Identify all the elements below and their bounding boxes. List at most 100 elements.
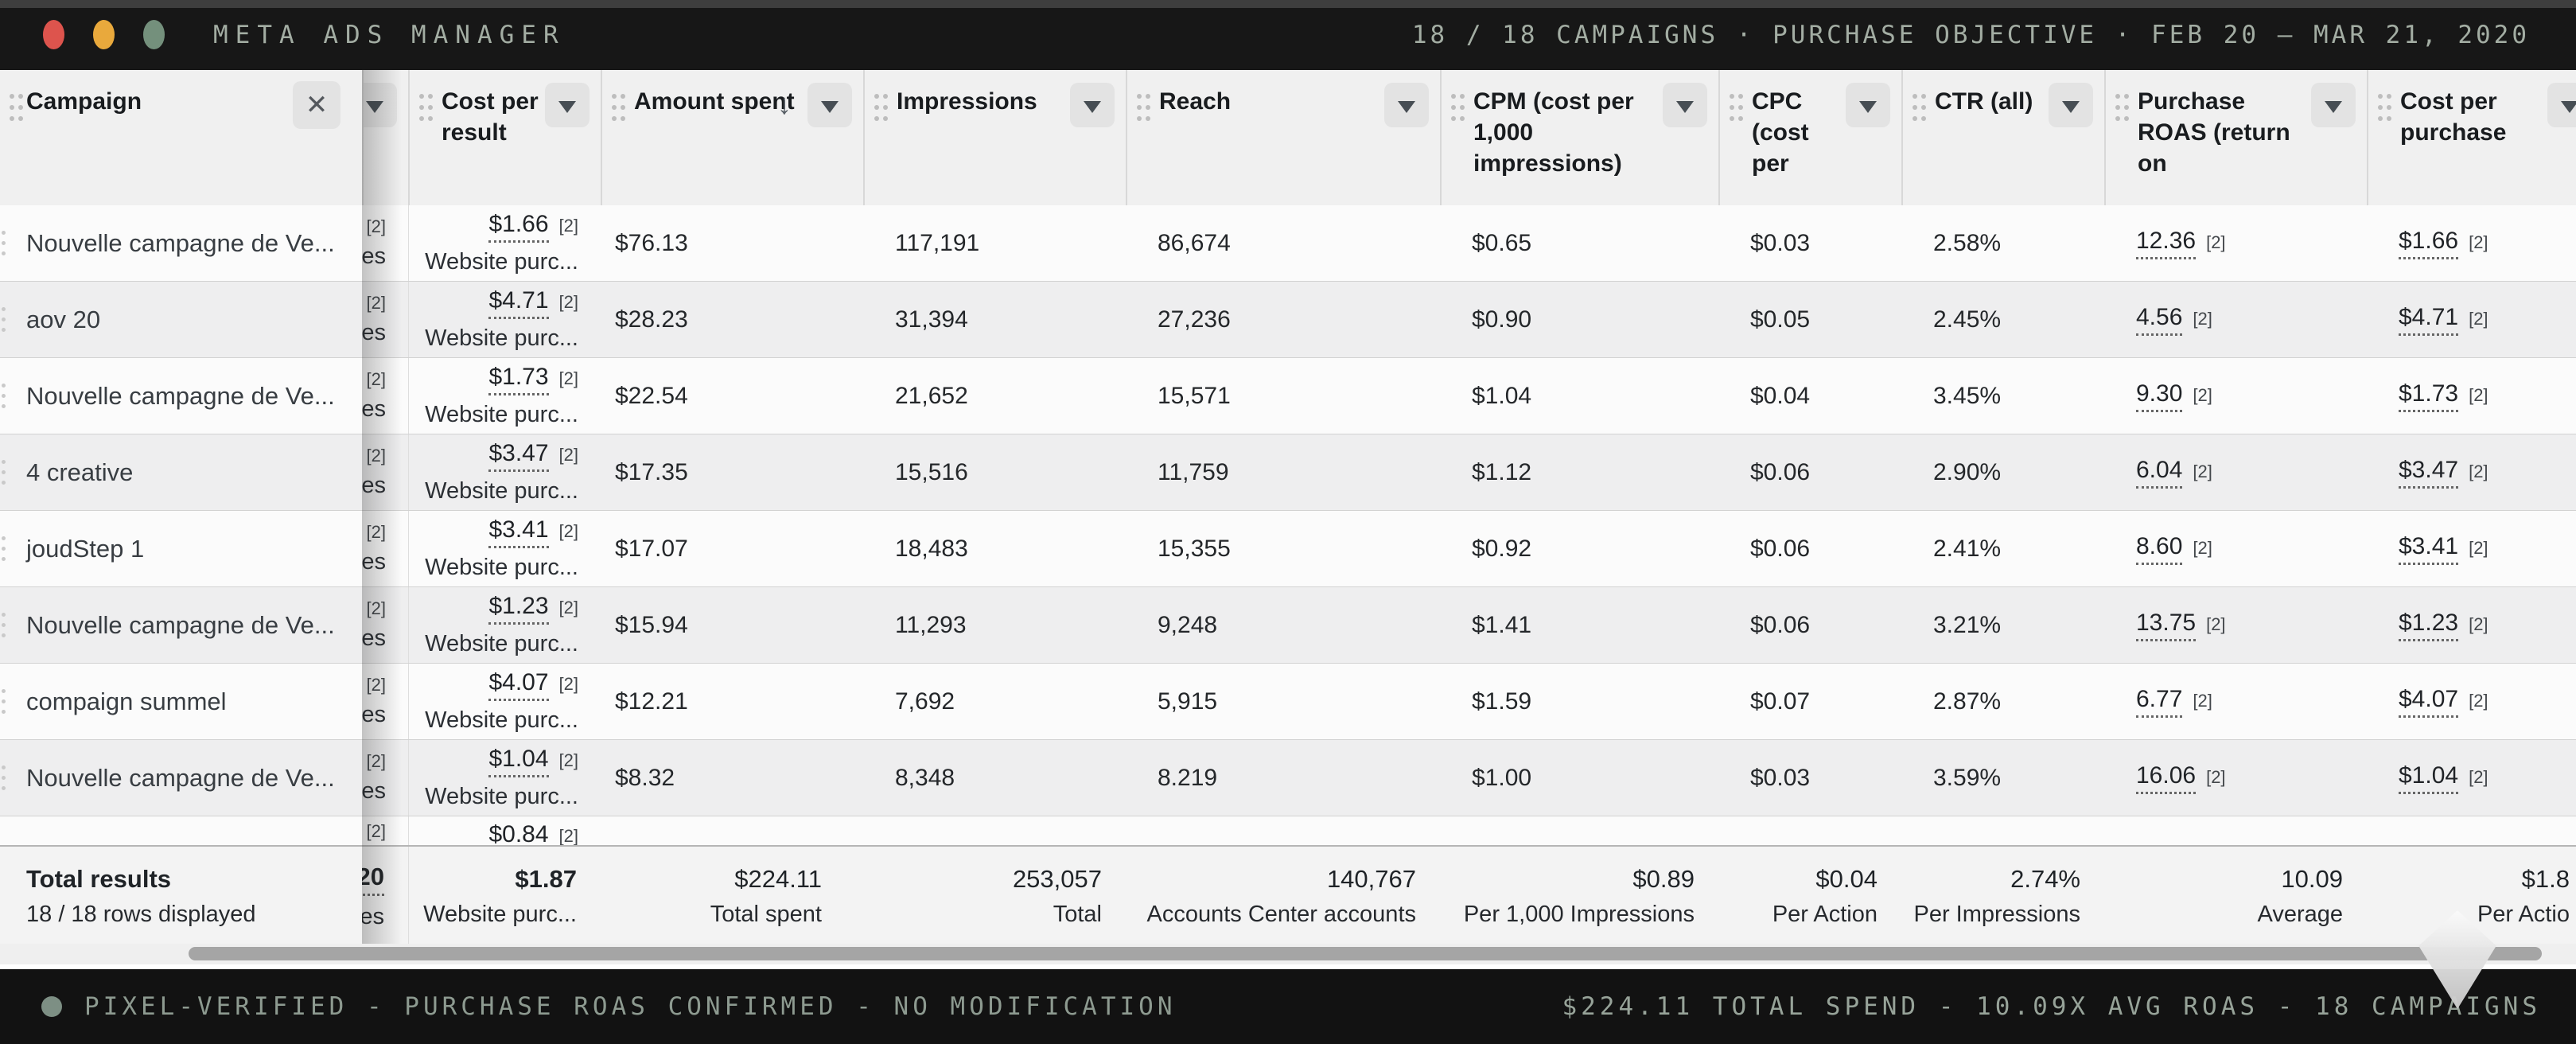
metric-value[interactable]: $3.41	[2399, 533, 2459, 565]
cell-campaign[interactable]: aov 20	[0, 282, 362, 357]
metric-value[interactable]: $1.73	[488, 364, 549, 395]
column-header-impressions[interactable]: Impressions	[863, 70, 1126, 205]
cell-campaign[interactable]: Nouvelle campagne de Ve...	[0, 740, 362, 816]
cell-campaign[interactable]: joudStep 1	[0, 511, 362, 586]
column-menu-button[interactable]	[1070, 83, 1115, 127]
campaign-name[interactable]: Nouvelle campagne de Ve...	[26, 381, 335, 410]
reference-mark: [2]	[2469, 766, 2488, 787]
horizontal-scrollbar[interactable]	[0, 944, 2576, 969]
column-drag-handle-icon[interactable]	[2378, 94, 2383, 99]
column-menu-button[interactable]	[364, 83, 397, 127]
status-right-text: $224.11 TOTAL SPEND - 10.09X AVG ROAS - …	[1562, 992, 2541, 1021]
window-titlebar: META ADS MANAGER 18 / 18 CAMPAIGNS · PUR…	[0, 0, 2576, 70]
column-menu-button[interactable]	[2049, 83, 2093, 127]
reference-mark: [2]	[2469, 537, 2488, 558]
column-menu-button[interactable]	[545, 83, 590, 127]
metric-value[interactable]: $1.23	[488, 593, 549, 625]
column-drag-handle-icon[interactable]	[1730, 94, 1734, 99]
metric-value[interactable]: 8.60	[2136, 533, 2183, 565]
column-drag-handle-icon[interactable]	[1137, 94, 1142, 99]
metric-value[interactable]: 6.77	[2136, 686, 2183, 718]
campaign-name[interactable]: aov 20	[26, 305, 101, 333]
campaign-name[interactable]: compaign summel	[26, 687, 227, 715]
metric-value[interactable]: $3.47	[2399, 457, 2459, 489]
metric-value[interactable]: $1.04	[2399, 762, 2459, 794]
column-drag-handle-icon[interactable]	[419, 94, 424, 99]
cell-cpm: $1.12	[1472, 458, 1532, 485]
remove-column-button[interactable]: ✕	[293, 81, 340, 129]
metric-value[interactable]: 6.04	[2136, 457, 2183, 489]
status-left: PIXEL-VERIFIED - PURCHASE ROAS CONFIRMED…	[41, 969, 1177, 1044]
traffic-light-minimize-icon[interactable]	[93, 20, 115, 49]
chevron-down-icon	[2062, 101, 2080, 113]
cell-campaign[interactable]: compaign summel	[0, 664, 362, 739]
column-header-results[interactable]	[362, 70, 408, 205]
metric-line: $1.04 [2]	[488, 746, 578, 777]
cell-campaign[interactable]: Nouvelle campagne de Ve...	[0, 587, 362, 663]
table-row: Nouvelle campagne de Ve... [2] es $1.04 [2] W…	[0, 740, 2576, 816]
column-drag-handle-icon[interactable]	[612, 94, 617, 99]
column-menu-button[interactable]	[2311, 83, 2356, 127]
metric-value[interactable]: $3.41	[488, 516, 549, 548]
cell-campaign[interactable]: Nouvelle campagne de Ve...	[0, 358, 362, 434]
column-header-cpm[interactable]: CPM (cost per 1,000 impressions)	[1440, 70, 1718, 205]
column-header-cost_per_purchase[interactable]: Cost per purchase	[2367, 70, 2576, 205]
metric-value[interactable]: 12.36	[2136, 228, 2197, 259]
reference-mark: [2]	[366, 446, 386, 466]
column-header-ctr[interactable]: CTR (all)	[1901, 70, 2104, 205]
column-drag-handle-icon[interactable]	[1913, 94, 1917, 99]
metric-value[interactable]: $4.71	[488, 287, 549, 319]
reference-mark: [2]	[558, 445, 578, 465]
traffic-light-zoom-icon[interactable]	[143, 20, 165, 49]
result-type-label: Website purc...	[425, 555, 578, 580]
column-header-cost_per_result[interactable]: Cost per result	[408, 70, 601, 205]
traffic-light-close-icon[interactable]	[43, 20, 64, 49]
column-menu-button[interactable]	[1846, 83, 1890, 127]
column-menu-button[interactable]	[2547, 83, 2576, 127]
column-header-amount_spent[interactable]: Amount spent ↓	[601, 70, 863, 205]
cell-reach: 9,248	[1158, 611, 1218, 638]
reference-mark: [2]	[366, 751, 386, 771]
total-value: 20	[362, 863, 384, 896]
cell-campaign[interactable]: Nouvelle campagne de Ve...	[0, 205, 362, 281]
table-body: Nouvelle campagne de Ve... [2] es $1.66 [2] W…	[0, 205, 2576, 851]
metric-value[interactable]: $1.73	[2399, 380, 2459, 412]
campaign-name[interactable]: Nouvelle campagne de Ve...	[26, 228, 335, 257]
metric-value[interactable]: 13.75	[2136, 610, 2197, 641]
column-header-campaign[interactable]: Campaign ✕	[0, 70, 362, 205]
column-drag-handle-icon[interactable]	[874, 94, 879, 99]
column-menu-button[interactable]	[807, 83, 852, 127]
cell-campaign[interactable]: 4 creative	[0, 434, 362, 510]
metric-value[interactable]: $4.07	[2399, 686, 2459, 718]
metric-value[interactable]: $1.04	[488, 746, 549, 777]
total-metric-label: Per Impressions	[1913, 901, 2080, 927]
metric-value[interactable]: $1.66	[488, 211, 549, 243]
metric-value[interactable]: $4.07	[488, 669, 549, 701]
column-drag-handle-icon[interactable]	[10, 94, 14, 99]
metric-value[interactable]: $3.47	[488, 440, 549, 472]
column-header-roas[interactable]: Purchase ROAS (return on	[2104, 70, 2367, 205]
campaign-name[interactable]: joudStep 1	[26, 534, 145, 563]
column-menu-button[interactable]	[1384, 83, 1429, 127]
metric-value[interactable]: 9.30	[2136, 380, 2183, 412]
total-value: $1.8	[2521, 864, 2570, 893]
campaign-name[interactable]: 4 creative	[26, 458, 134, 486]
row-drag-handle-icon	[2, 536, 6, 540]
metric-value[interactable]: 4.56	[2136, 304, 2183, 336]
metric-value[interactable]: $1.23	[2399, 610, 2459, 641]
metric-value[interactable]: 16.06	[2136, 762, 2197, 794]
column-drag-handle-icon[interactable]	[1451, 94, 1456, 99]
metric-value[interactable]: $4.71	[2399, 304, 2459, 336]
cell-impressions: 18,483	[895, 535, 968, 562]
campaign-name[interactable]: Nouvelle campagne de Ve...	[26, 763, 335, 792]
results-clipped-text: es	[362, 625, 386, 651]
column-header-cpc[interactable]: CPC (cost per	[1718, 70, 1901, 205]
metric-value[interactable]: $1.66	[2399, 228, 2459, 259]
column-drag-handle-icon[interactable]	[2115, 94, 2120, 99]
scrollbar-thumb[interactable]	[189, 947, 2542, 960]
column-header-reach[interactable]: Reach	[1126, 70, 1440, 205]
column-menu-button[interactable]	[1663, 83, 1707, 127]
campaign-name[interactable]: Nouvelle campagne de Ve...	[26, 610, 335, 639]
column-label: Purchase ROAS (return on	[2138, 88, 2290, 177]
